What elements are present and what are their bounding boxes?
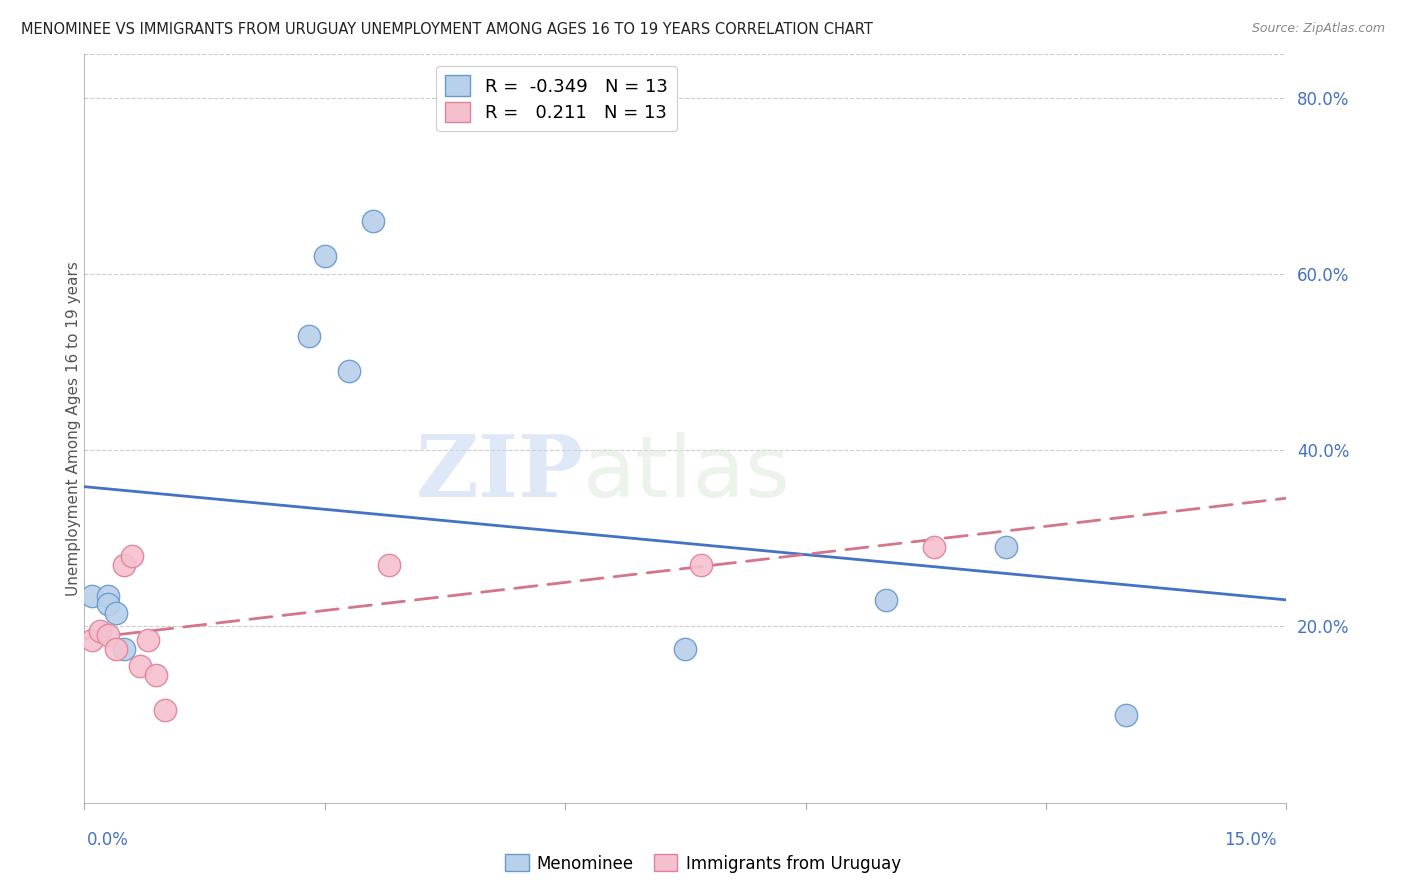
Point <box>138 632 160 647</box>
Point <box>922 540 945 554</box>
Point <box>690 558 713 572</box>
Point <box>298 328 321 343</box>
Text: atlas: atlas <box>583 432 792 515</box>
Point <box>153 703 176 717</box>
Point <box>378 558 401 572</box>
Point <box>145 668 167 682</box>
Point <box>1115 707 1137 722</box>
Text: 15.0%: 15.0% <box>1225 831 1277 849</box>
Point <box>875 593 897 607</box>
Text: 0.0%: 0.0% <box>87 831 129 849</box>
Point <box>114 558 135 572</box>
Text: Source: ZipAtlas.com: Source: ZipAtlas.com <box>1251 22 1385 36</box>
Point <box>89 624 111 638</box>
Point <box>82 589 104 603</box>
Text: ZIP: ZIP <box>416 431 583 515</box>
Point <box>97 598 120 612</box>
Point <box>337 364 360 378</box>
Point <box>129 659 152 673</box>
Point <box>105 641 128 656</box>
Legend: R =  -0.349   N = 13, R =   0.211   N = 13: R = -0.349 N = 13, R = 0.211 N = 13 <box>436 66 676 131</box>
Legend: Menominee, Immigrants from Uruguay: Menominee, Immigrants from Uruguay <box>499 847 907 880</box>
Point <box>82 632 104 647</box>
Point <box>114 641 135 656</box>
Point <box>97 589 120 603</box>
Point <box>361 214 384 228</box>
Y-axis label: Unemployment Among Ages 16 to 19 years: Unemployment Among Ages 16 to 19 years <box>66 260 80 596</box>
Point <box>995 540 1018 554</box>
Text: MENOMINEE VS IMMIGRANTS FROM URUGUAY UNEMPLOYMENT AMONG AGES 16 TO 19 YEARS CORR: MENOMINEE VS IMMIGRANTS FROM URUGUAY UNE… <box>21 22 873 37</box>
Point <box>314 249 336 263</box>
Point <box>121 549 143 563</box>
Point <box>97 628 120 642</box>
Point <box>675 641 697 656</box>
Point <box>105 607 128 621</box>
